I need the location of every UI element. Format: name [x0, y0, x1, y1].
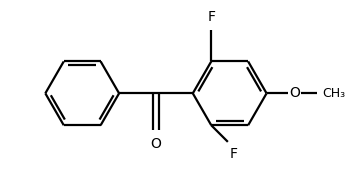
Text: F: F	[229, 147, 237, 161]
Text: O: O	[289, 86, 300, 100]
Text: O: O	[150, 137, 161, 151]
Text: CH₃: CH₃	[323, 87, 346, 100]
Text: F: F	[207, 10, 215, 24]
